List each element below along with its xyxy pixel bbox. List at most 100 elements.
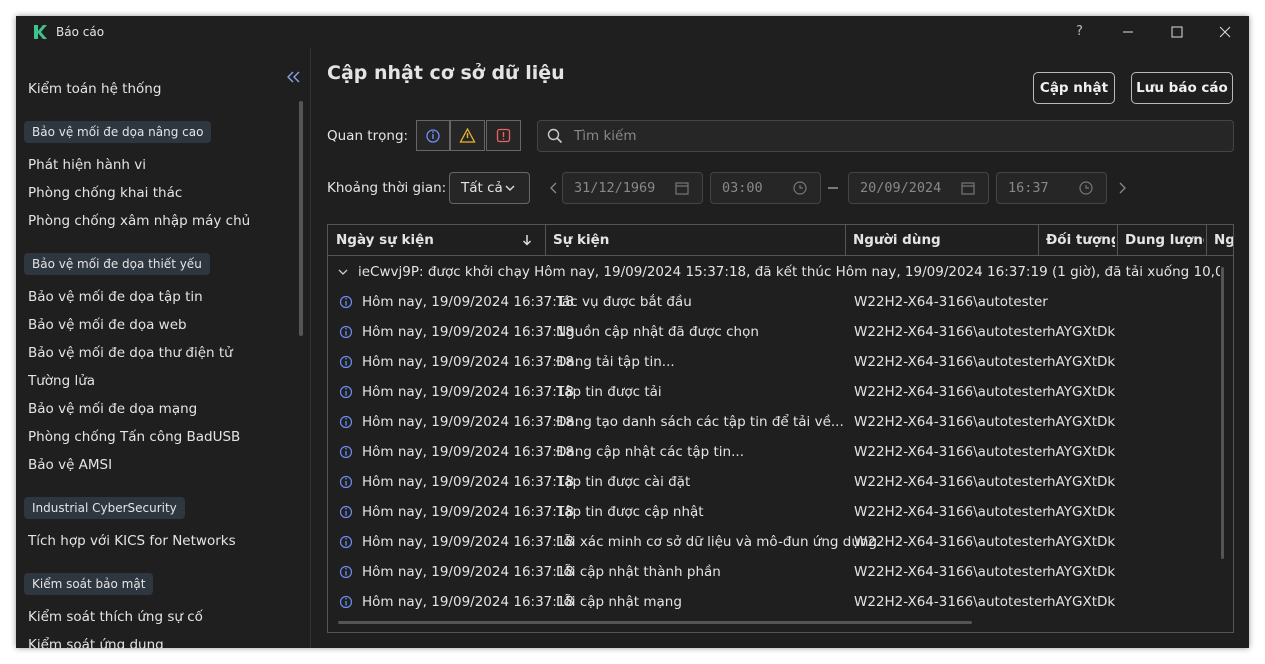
table-cell: hAYGXtDk	[1047, 594, 1116, 610]
table-cell: W22H2-X64-3166\autotester	[854, 594, 1048, 610]
table-cell: Tập tin được cài đặt	[556, 474, 691, 490]
column-header[interactable]: Sự kiện	[553, 232, 610, 248]
sidebar-item[interactable]: Bảo vệ mối đe dọa tập tin	[28, 289, 203, 305]
save-button[interactable]: Lưu báo cáo	[1131, 72, 1233, 104]
table-cell: Hôm nay, 19/09/2024 16:37:18	[362, 294, 574, 310]
date-from: 31/12/1969	[574, 180, 656, 196]
date-from-field[interactable]	[562, 172, 703, 204]
sidebar-item[interactable]: Kiểm toán hệ thống	[28, 81, 162, 97]
window-controls[interactable]	[1116, 22, 1246, 42]
column-header[interactable]: Ng	[1214, 232, 1234, 248]
table-cell: W22H2-X64-3166\autotester	[854, 534, 1048, 550]
prev-arrow[interactable]	[548, 181, 560, 195]
table-cell: Hôm nay, 19/09/2024 16:37:18	[362, 534, 574, 550]
table-cell: Hôm nay, 19/09/2024 16:37:18	[362, 444, 574, 460]
sidebar-item[interactable]: Kiểm soát ứng dụng	[28, 637, 164, 648]
table-cell: hAYGXtDk	[1047, 474, 1116, 490]
table-cell: Hôm nay, 19/09/2024 16:37:18	[362, 504, 574, 520]
table-cell: W22H2-X64-3166\autotester	[854, 354, 1048, 370]
sort-arrow	[522, 235, 532, 246]
table-cell: W22H2-X64-3166\autotester	[854, 504, 1048, 520]
period-select[interactable]	[449, 172, 530, 204]
table-cell: hAYGXtDk	[1047, 414, 1116, 430]
info-icon	[339, 445, 353, 459]
time-from: 03:00	[722, 180, 763, 196]
sidebar-item[interactable]: Bảo vệ mối đe dọa thư điện tử	[28, 345, 233, 361]
sidebar-item[interactable]: Phòng chống Tấn công BadUSB	[28, 429, 241, 445]
info-icon	[339, 295, 353, 309]
table-cell: Hôm nay, 19/09/2024 16:37:18	[362, 474, 574, 490]
horizontal-scrollbar	[338, 621, 972, 624]
table-cell: Lỗi cập nhật mạng	[556, 594, 682, 610]
table-cell: hAYGXtDk	[1047, 354, 1116, 370]
column-header[interactable]: Ngày sự kiện	[336, 232, 434, 248]
group-row: ieCwvj9P: được khởi chạy Hôm nay, 19/09/…	[358, 264, 1220, 280]
info-icon	[339, 385, 353, 399]
table-cell: Hôm nay, 19/09/2024 16:37:18	[362, 564, 574, 580]
sidebar: Kiểm toán hệ thống Bảo vệ mối đe dọa nâng…	[16, 48, 311, 648]
info-icon	[339, 595, 353, 609]
table-cell: Hôm nay, 19/09/2024 16:37:18	[362, 324, 574, 340]
table-cell: Hôm nay, 19/09/2024 16:37:18	[362, 414, 574, 430]
table-cell: hAYGXtDk	[1047, 564, 1116, 580]
sidebar-item[interactable]: Tường lửa	[28, 373, 96, 389]
table-cell: hAYGXtDk	[1047, 534, 1116, 550]
importance-label: Quan trọng:	[327, 128, 409, 144]
table-cell: W22H2-X64-3166\autotester	[854, 414, 1048, 430]
sidebar-item[interactable]: Kiểm soát thích ứng sự cố	[28, 609, 203, 625]
sidebar-group-header: Industrial CyberSecurity	[24, 497, 185, 519]
sidebar-group-header: Bảo vệ mối đe dọa nâng cao	[24, 121, 212, 143]
table-cell: W22H2-X64-3166\autotester	[854, 564, 1048, 580]
table-cell: Tập tin được cập nhật	[556, 504, 704, 520]
table-cell: Hôm nay, 19/09/2024 16:37:18	[362, 594, 574, 610]
column-divider	[1206, 225, 1207, 255]
expand-chevron	[338, 269, 348, 275]
sidebar-item[interactable]: Phòng chống xâm nhập máy chủ	[28, 213, 251, 229]
table-cell: Nguồn cập nhật đã được chọn	[556, 324, 759, 340]
update-button[interactable]: Cập nhật	[1033, 72, 1115, 104]
page-title: Cập nhật cơ sở dữ liệu	[327, 62, 565, 84]
column-divider	[845, 225, 846, 255]
column-header[interactable]: Dung lượng	[1125, 232, 1204, 248]
importance-filters[interactable]	[416, 120, 522, 152]
sidebar-item[interactable]: Phát hiện hành vi	[28, 157, 146, 173]
sidebar-item[interactable]: Bảo vệ AMSI	[28, 457, 113, 473]
info-icon	[339, 475, 353, 489]
sidebar-item[interactable]: Bảo vệ mối đe dọa mạng	[28, 401, 198, 417]
table-cell: W22H2-X64-3166\autotester	[854, 324, 1048, 340]
field-icons	[675, 181, 1093, 195]
table-cell: W22H2-X64-3166\autotester	[854, 444, 1048, 460]
info-icon	[339, 565, 353, 579]
table-cell: Lỗi xác minh cơ sở dữ liệu và mô-đun ứng…	[556, 534, 878, 550]
sidebar-group-header: Bảo vệ mối đe dọa thiết yếu	[24, 253, 210, 275]
collapse-icon[interactable]	[286, 70, 302, 84]
table-cell: W22H2-X64-3166\autotester	[854, 294, 1048, 310]
column-header[interactable]: Người dùng	[853, 232, 941, 248]
report-window: Báo cáo ? Kiểm toán hệ thống Bảo vệ mối đ…	[16, 16, 1249, 648]
column-divider	[545, 225, 546, 255]
table-cell: Lỗi cập nhật thành phần	[556, 564, 721, 580]
sidebar-item[interactable]: Tích hợp với KICS for Networks	[28, 533, 236, 549]
table-cell: Đang cập nhật các tập tin...	[556, 444, 744, 460]
table-cell: Đang tạo danh sách các tập tin để tải về…	[556, 414, 844, 430]
next-arrow[interactable]	[1116, 181, 1128, 195]
table-cell: hAYGXtDk	[1047, 504, 1116, 520]
table-cell: Hôm nay, 19/09/2024 16:37:18	[362, 384, 574, 400]
info-icon	[339, 355, 353, 369]
sidebar-scrollbar	[299, 101, 303, 336]
sidebar-item[interactable]: Bảo vệ mối đe dọa web	[28, 317, 187, 333]
search-box[interactable]	[537, 120, 1234, 152]
help-button[interactable]: ?	[1076, 24, 1083, 39]
column-header[interactable]: Đối tượng	[1046, 232, 1115, 248]
table-cell: W22H2-X64-3166\autotester	[854, 384, 1048, 400]
table-cell: Đang tải tập tin...	[556, 354, 675, 370]
time-to: 16:37	[1008, 180, 1049, 196]
period-select-text: Tất cả	[461, 180, 503, 196]
sidebar-item[interactable]: Phòng chống khai thác	[28, 185, 183, 201]
date-to-field[interactable]	[848, 172, 989, 204]
app-logo	[34, 25, 47, 39]
table-cell: hAYGXtDk	[1047, 444, 1116, 460]
column-divider	[1038, 225, 1039, 255]
info-icon	[339, 325, 353, 339]
sidebar-group-header: Kiểm soát bảo mật	[24, 573, 154, 595]
